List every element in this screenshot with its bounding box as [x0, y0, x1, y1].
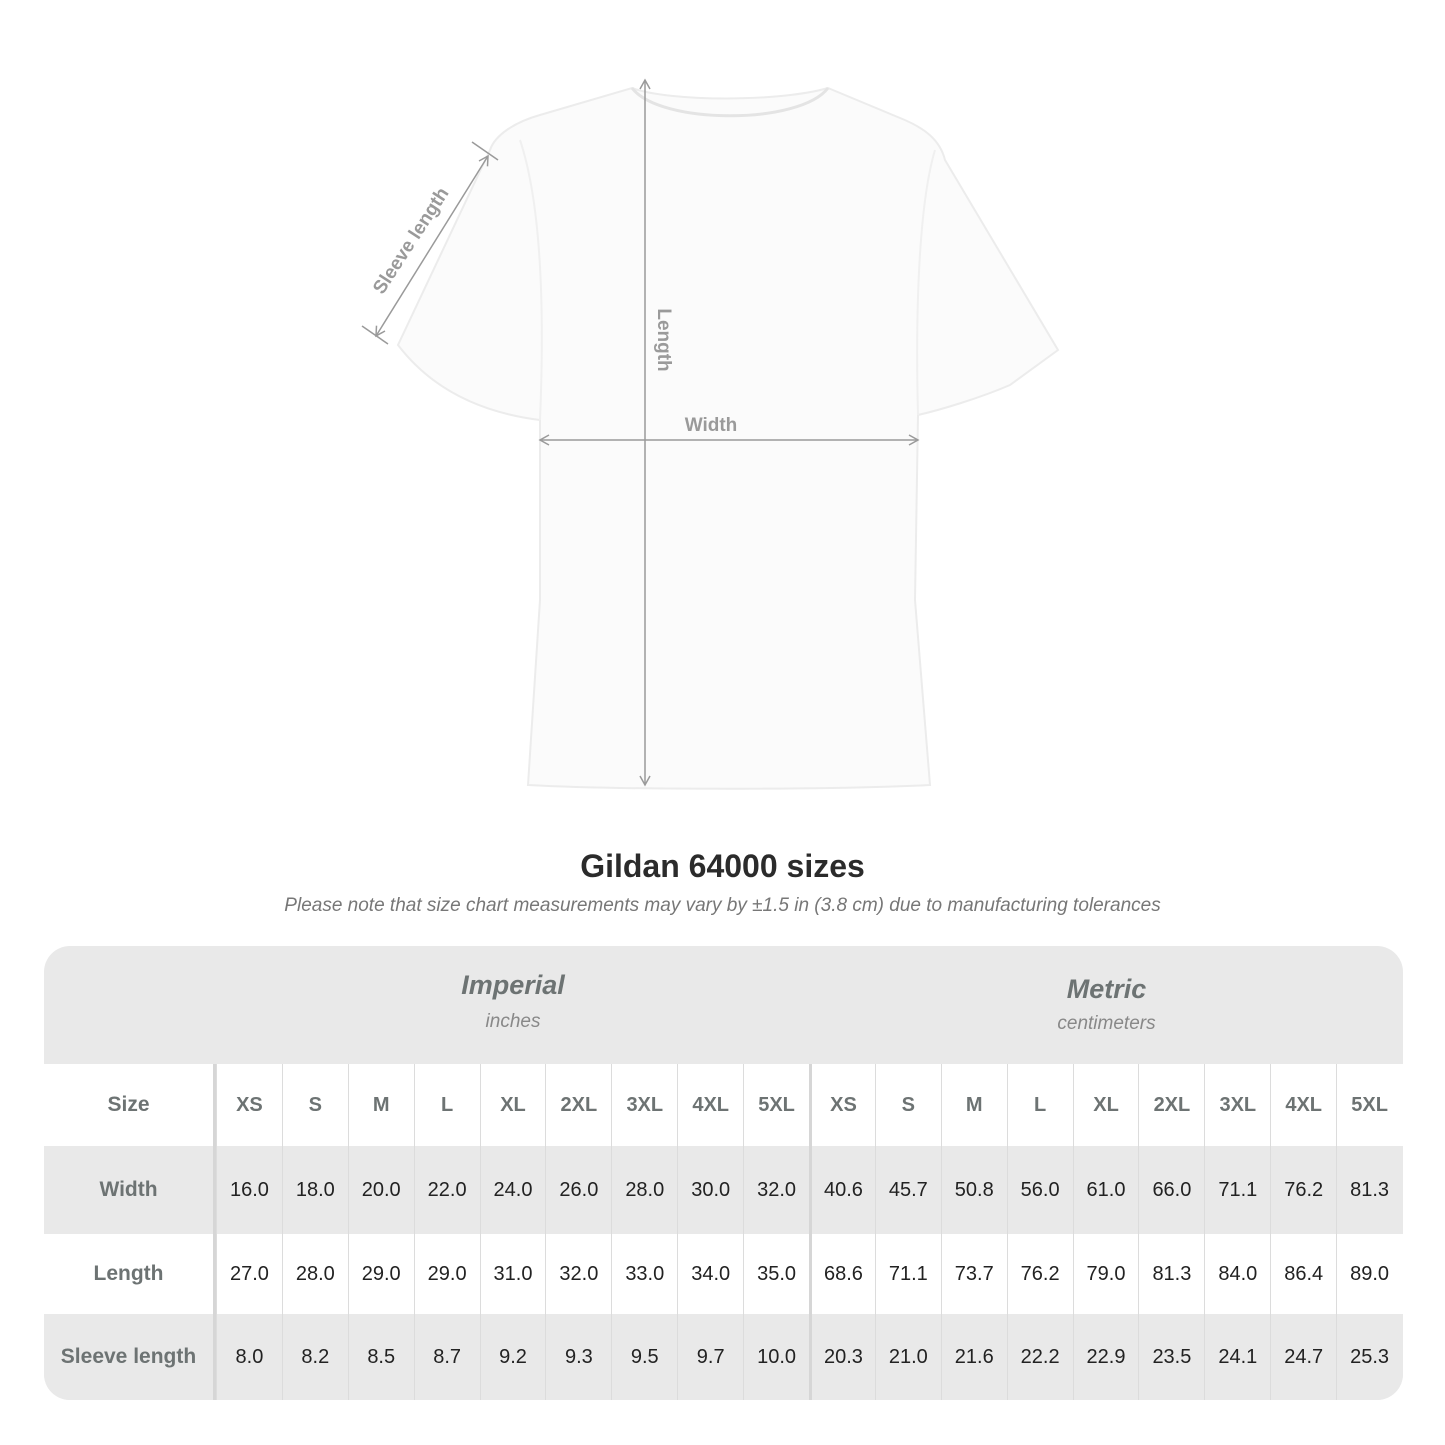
metric-value-cell: 71.1 [874, 1234, 941, 1314]
metric-value-cell: 66.0 [1138, 1146, 1204, 1234]
imperial-value-cell: 34.0 [677, 1234, 743, 1314]
metric-value-cell: 81.3 [1138, 1234, 1204, 1314]
metric-header: Metric centimeters [810, 946, 1403, 1064]
imperial-size-header: 4XL [677, 1064, 743, 1146]
imperial-header: Imperial inches [216, 946, 810, 1064]
metric-value-cell: 86.4 [1270, 1234, 1336, 1314]
imperial-value-cell: 35.0 [743, 1234, 809, 1314]
imperial-size-header: L [413, 1064, 480, 1146]
imperial-value-cell: 33.0 [611, 1234, 677, 1314]
imperial-title: Imperial [461, 970, 565, 1000]
imperial-value-cell: 30.0 [677, 1146, 743, 1234]
metric-value-cell: 68.6 [809, 1234, 875, 1314]
row-label: Sleeve length [44, 1314, 216, 1400]
metric-size-header: S [874, 1064, 941, 1146]
imperial-size-header: 2XL [545, 1064, 611, 1146]
imperial-value-cell: 9.3 [545, 1314, 611, 1400]
imperial-value-cell: 8.0 [216, 1314, 282, 1400]
imperial-value-cell: 9.2 [479, 1314, 546, 1400]
width-label: Width [685, 415, 738, 436]
metric-size-header: L [1006, 1064, 1073, 1146]
tshirt-diagram: Sleeve length Length Width [361, 78, 1060, 790]
metric-value-cell: 25.3 [1336, 1314, 1402, 1400]
row-label: Length [44, 1234, 216, 1314]
imperial-value-cell: 22.0 [413, 1146, 480, 1234]
metric-value-cell: 24.7 [1270, 1314, 1336, 1400]
imperial-size-header: XL [479, 1064, 546, 1146]
imperial-value-cell: 10.0 [743, 1314, 809, 1400]
metric-size-header: 4XL [1270, 1064, 1336, 1146]
tshirt-body [396, 86, 1060, 790]
imperial-size-header: 3XL [611, 1064, 677, 1146]
metric-size-header: XL [1072, 1064, 1139, 1146]
metric-value-cell: 23.5 [1138, 1314, 1204, 1400]
metric-size-header: 3XL [1204, 1064, 1270, 1146]
imperial-value-cell: 32.0 [545, 1234, 611, 1314]
metric-value-cell: 22.9 [1072, 1314, 1139, 1400]
length-label: Length [653, 308, 674, 371]
imperial-value-cell: 29.0 [347, 1234, 414, 1314]
tolerance-note: Please note that size chart measurements… [284, 895, 1161, 916]
metric-value-cell: 50.8 [940, 1146, 1007, 1234]
imperial-size-header: XS [216, 1064, 282, 1146]
imperial-value-cell: 28.0 [281, 1234, 348, 1314]
imperial-value-cell: 18.0 [281, 1146, 348, 1234]
imperial-value-cell: 27.0 [216, 1234, 282, 1314]
metric-value-cell: 76.2 [1006, 1234, 1073, 1314]
metric-value-cell: 22.2 [1006, 1314, 1073, 1400]
metric-value-cell: 73.7 [940, 1234, 1007, 1314]
imperial-value-cell: 31.0 [479, 1234, 546, 1314]
metric-value-cell: 21.6 [940, 1314, 1007, 1400]
imperial-value-cell: 28.0 [611, 1146, 677, 1234]
metric-value-cell: 21.0 [874, 1314, 941, 1400]
imperial-size-header: 5XL [743, 1064, 809, 1146]
metric-title: Metric [1066, 974, 1147, 1004]
metric-size-header: 2XL [1138, 1064, 1204, 1146]
table-row: Sleeve length 8.0 8.2 8.5 8.7 9.2 9.3 9.5 9.7 10.… [44, 1314, 1403, 1400]
imperial-value-cell: 16.0 [216, 1146, 282, 1234]
metric-value-cell: 76.2 [1270, 1146, 1336, 1234]
imperial-value-cell: 20.0 [347, 1146, 414, 1234]
imperial-size-header: S [281, 1064, 348, 1146]
page-title: Gildan 64000 sizes [580, 848, 865, 884]
metric-unit: centimeters [1057, 1013, 1156, 1034]
imperial-value-cell: 9.5 [611, 1314, 677, 1400]
imperial-value-cell: 8.5 [347, 1314, 414, 1400]
size-header-row: Size XS S M L XL 2XL 3XL 4XL 5XL XS S M L XL 2XL 3XL 4XL 5… [44, 1064, 1403, 1146]
sleeve-dimension-line [375, 154, 489, 338]
size-table: Imperial inches Metric centimeters Size X… [44, 946, 1403, 1400]
metric-size-header: M [940, 1064, 1007, 1146]
metric-value-cell: 84.0 [1204, 1234, 1270, 1314]
imperial-value-cell: 8.7 [413, 1314, 480, 1400]
imperial-value-cell: 9.7 [677, 1314, 743, 1400]
row-label: Width [44, 1146, 216, 1234]
metric-value-cell: 56.0 [1006, 1146, 1073, 1234]
metric-value-cell: 20.3 [809, 1314, 875, 1400]
table-row: Width 16.0 18.0 20.0 22.0 24.0 26.0 28.0 30.0 32.… [44, 1146, 1403, 1234]
imperial-value-cell: 8.2 [281, 1314, 348, 1400]
imperial-value-cell: 29.0 [413, 1234, 480, 1314]
metric-size-header: 5XL [1336, 1064, 1402, 1146]
metric-value-cell: 71.1 [1204, 1146, 1270, 1234]
metric-size-header: XS [809, 1064, 875, 1146]
imperial-value-cell: 24.0 [479, 1146, 546, 1234]
metric-value-cell: 79.0 [1072, 1234, 1139, 1314]
row-label: Size [44, 1064, 216, 1146]
table-row: Length 27.0 28.0 29.0 29.0 31.0 32.0 33.0 34.0 35… [44, 1234, 1403, 1314]
imperial-size-header: M [347, 1064, 414, 1146]
metric-value-cell: 81.3 [1336, 1146, 1402, 1234]
metric-value-cell: 45.7 [874, 1146, 941, 1234]
metric-value-cell: 40.6 [809, 1146, 875, 1234]
metric-value-cell: 24.1 [1204, 1314, 1270, 1400]
imperial-value-cell: 32.0 [743, 1146, 809, 1234]
imperial-value-cell: 26.0 [545, 1146, 611, 1234]
metric-value-cell: 89.0 [1336, 1234, 1402, 1314]
imperial-unit: inches [485, 1011, 541, 1032]
metric-value-cell: 61.0 [1072, 1146, 1139, 1234]
